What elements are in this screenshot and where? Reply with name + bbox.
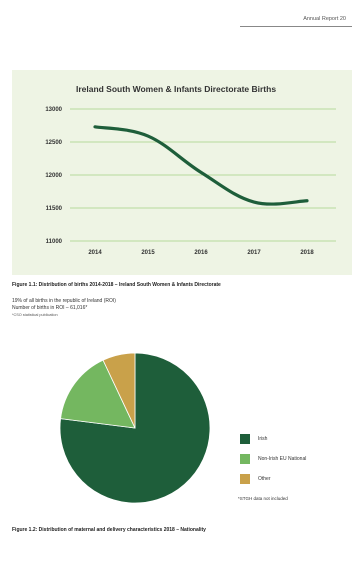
legend-swatch-non-irish-eu bbox=[240, 454, 250, 464]
y-tick-label: 11500 bbox=[46, 206, 63, 212]
legend-item-irish: Irish bbox=[240, 434, 267, 444]
series-line-births bbox=[93, 125, 309, 206]
pie-slice-non-irish-eu bbox=[60, 359, 136, 429]
x-tick-label: 2017 bbox=[247, 250, 261, 256]
header-rule bbox=[240, 26, 352, 27]
y-tick-label: 11000 bbox=[46, 239, 63, 245]
legend-item-non-irish-eu: Non-Irish EU National bbox=[240, 454, 306, 464]
legend-label-non-irish-eu: Non-Irish EU National bbox=[258, 456, 307, 462]
figure-1-caption: Figure 1.1: Distribution of births 2014-… bbox=[12, 282, 221, 288]
x-tick-label: 2016 bbox=[194, 250, 208, 256]
note-roi-percentage: 19% of all births in the republic of Ire… bbox=[12, 298, 116, 304]
x-tick-label: 2018 bbox=[300, 250, 314, 256]
legend-label-other: Other bbox=[258, 476, 271, 482]
line-chart-title: Ireland South Women & Infants Directorat… bbox=[75, 84, 277, 94]
legend-swatch-irish bbox=[240, 434, 250, 444]
legend-label-irish: Irish bbox=[258, 436, 268, 442]
pie-note: *STGH data not included bbox=[238, 496, 288, 501]
pie-slice-other bbox=[102, 352, 136, 429]
pie-slice-irish bbox=[59, 352, 211, 504]
y-tick-label: 13000 bbox=[45, 107, 62, 113]
legend-swatch-other bbox=[240, 474, 250, 484]
legend-item-other: Other bbox=[240, 474, 271, 484]
x-tick-label: 2015 bbox=[141, 250, 155, 256]
y-tick-label: 12000 bbox=[45, 173, 62, 179]
report-header: Annual Report 20 bbox=[303, 16, 346, 22]
y-tick-label: 12500 bbox=[45, 140, 62, 146]
x-tick-label: 2014 bbox=[88, 250, 102, 256]
note-roi-births: Number of births in ROI – 61,016* bbox=[12, 305, 88, 311]
figure-2-caption: Figure 1.2: Distribution of maternal and… bbox=[12, 527, 206, 533]
note-source: *CSO statistical publication bbox=[12, 313, 58, 317]
